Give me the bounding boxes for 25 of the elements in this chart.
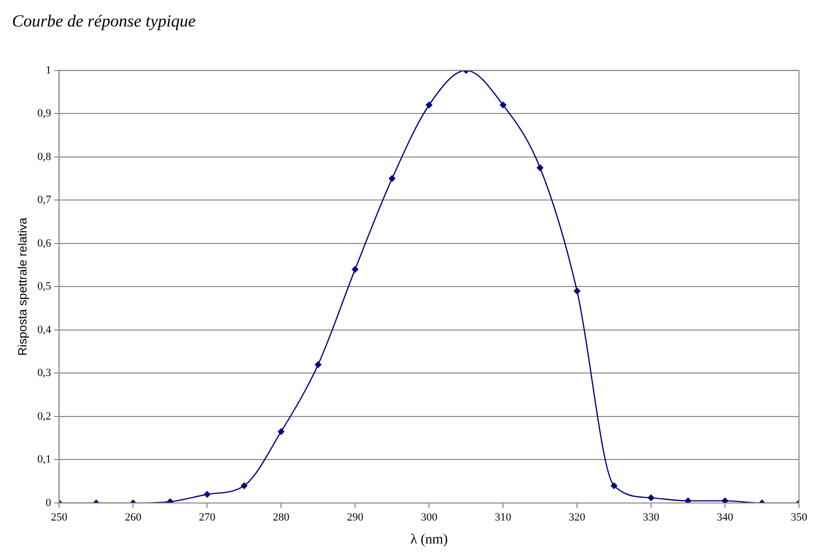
x-tick-label: 330 xyxy=(642,511,660,524)
x-tick-label: 320 xyxy=(568,511,586,524)
x-tick-label: 290 xyxy=(346,511,364,524)
y-tick-label: 0 xyxy=(46,496,52,509)
x-axis-title: λ (nm) xyxy=(410,532,448,548)
x-tick-label: 300 xyxy=(420,511,438,524)
x-tick-label: 280 xyxy=(272,511,290,524)
y-tick-label: 0,8 xyxy=(37,150,52,163)
y-tick-label: 0,6 xyxy=(37,237,52,250)
y-tick-label: 0,5 xyxy=(37,280,52,293)
y-tick-label: 1 xyxy=(46,64,52,76)
x-tick-label: 250 xyxy=(50,511,68,524)
x-tick-label: 340 xyxy=(716,511,734,524)
y-tick-label: 0,2 xyxy=(37,410,52,422)
y-tick-label: 0,9 xyxy=(37,108,52,120)
x-tick-label: 270 xyxy=(198,511,216,524)
y-tick-label: 0,7 xyxy=(37,194,52,206)
x-tick-label: 350 xyxy=(790,511,808,524)
y-axis-title: Risposta spettrale relativa xyxy=(16,217,30,356)
y-tick-label: 0,3 xyxy=(37,367,52,380)
x-tick-label: 260 xyxy=(124,511,142,524)
y-tick-label: 0,4 xyxy=(37,324,52,336)
y-tick-label: 0,1 xyxy=(37,454,52,466)
x-tick-label: 310 xyxy=(494,511,512,524)
chart-title: Courbe de réponse typique xyxy=(12,12,196,31)
